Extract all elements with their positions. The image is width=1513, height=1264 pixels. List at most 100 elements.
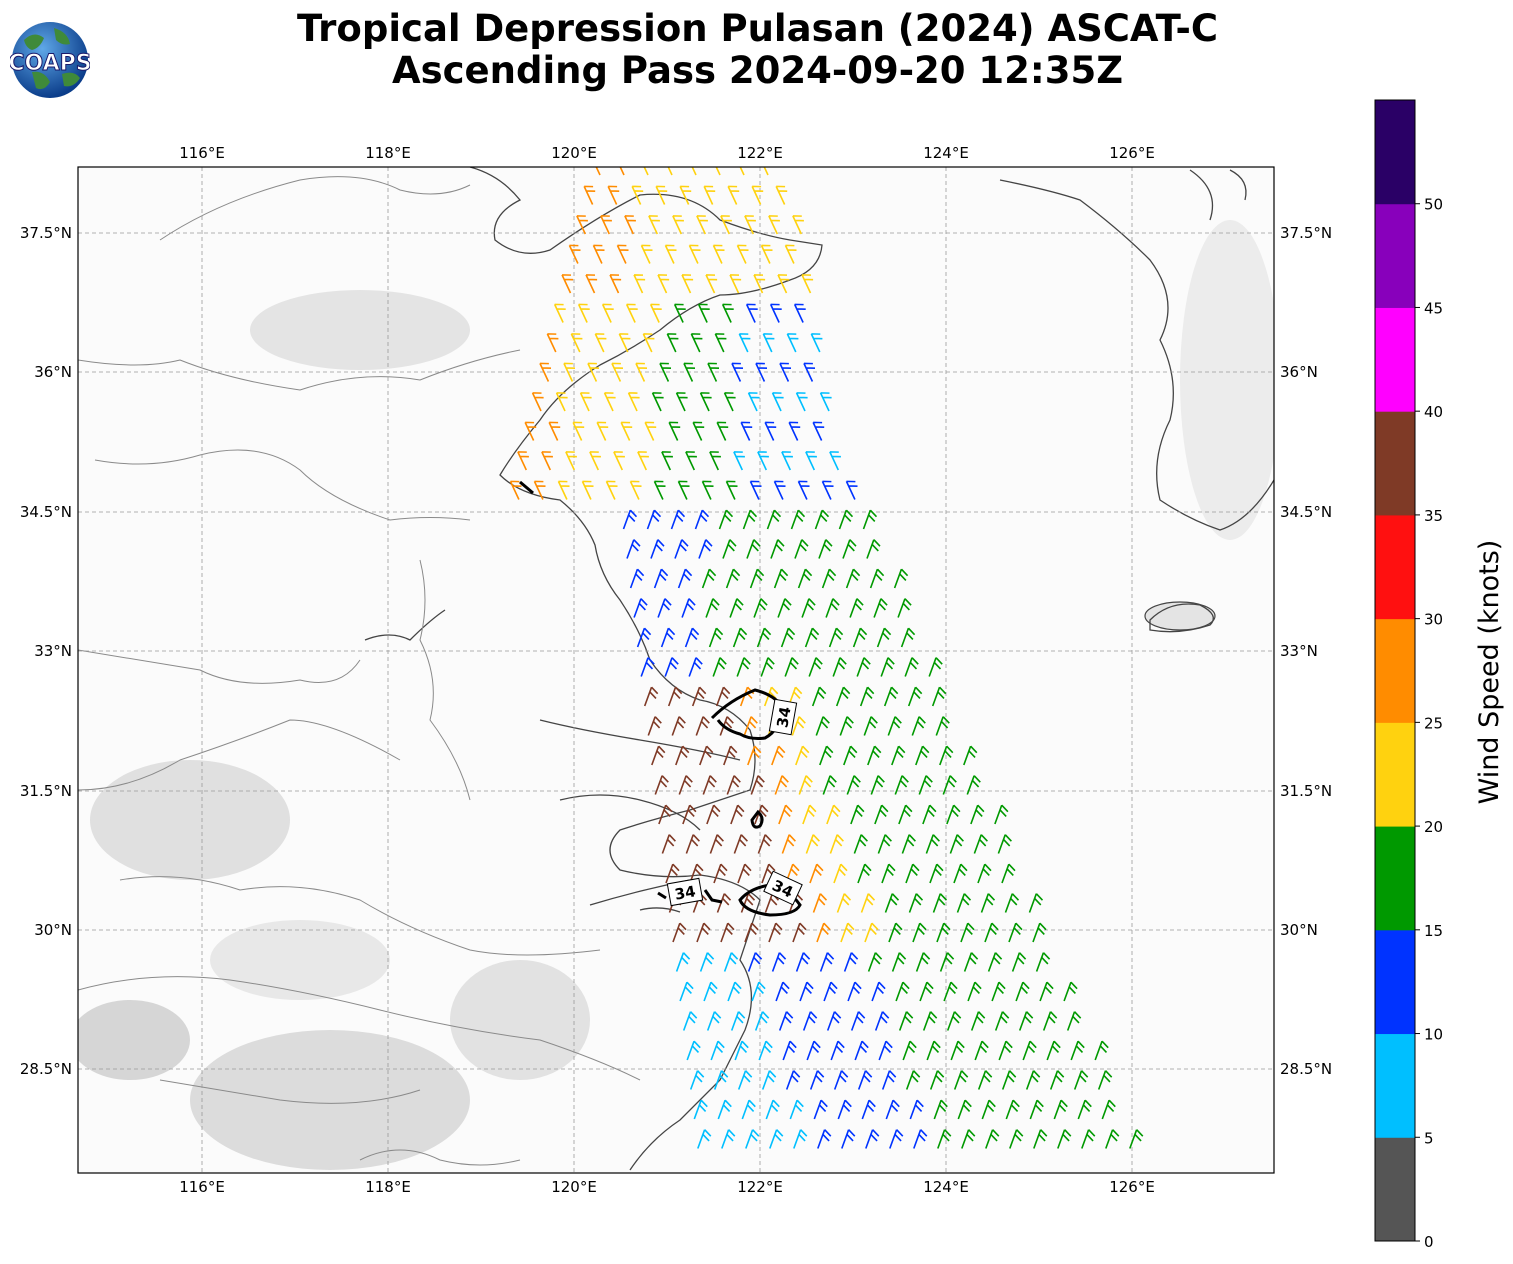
- wind-barb: [792, 922, 807, 943]
- wind-barb: [618, 333, 631, 353]
- colorbar: 0 5 10 15 20 25 30 35 40 45 50: [1374, 99, 1443, 1251]
- wind-barb: [727, 981, 742, 1002]
- wind-barb: [825, 598, 840, 618]
- wind-barb: [998, 1040, 1013, 1061]
- wind-barb: [742, 509, 758, 530]
- wind-barb: [991, 981, 1006, 1002]
- wind-barb: [942, 775, 957, 795]
- wind-barb: [539, 362, 552, 382]
- wind-barb: [678, 775, 693, 795]
- wind-barb: [819, 392, 832, 412]
- wind-barb: [775, 185, 788, 205]
- wind-barb: [1073, 1070, 1089, 1090]
- wind-barb: [856, 657, 871, 677]
- wind-barb: [660, 627, 676, 648]
- colorbar-tick-label: 5: [1424, 1129, 1434, 1147]
- svg-text:118°E: 118°E: [365, 144, 411, 162]
- wind-barb: [677, 480, 690, 500]
- svg-text:116°E: 116°E: [179, 1178, 225, 1196]
- svg-text:34.5°N: 34.5°N: [1280, 503, 1332, 521]
- wind-barb: [913, 1129, 928, 1149]
- svg-text:34.5°N: 34.5°N: [20, 503, 72, 521]
- wind-barb: [806, 1040, 821, 1061]
- wind-barb: [761, 1070, 777, 1090]
- wind-barb: [881, 863, 896, 884]
- wind-barb: [757, 834, 772, 854]
- svg-text:124°E: 124°E: [923, 144, 969, 162]
- wind-barb: [974, 1040, 989, 1061]
- wind-barb: [754, 1011, 770, 1031]
- wind-barb: [725, 568, 741, 589]
- colorbar-segment: [1375, 1033, 1415, 1138]
- wind-barb: [691, 686, 707, 707]
- wind-barb: [723, 745, 738, 766]
- wind-barb: [782, 1040, 797, 1061]
- wind-barb: [714, 333, 727, 353]
- wind-barb: [883, 686, 899, 707]
- wind-barb: [589, 451, 601, 471]
- wind-barb: [987, 952, 1003, 972]
- wind-barb: [1097, 1070, 1113, 1090]
- wind-barb: [651, 745, 666, 766]
- wind-barb: [766, 509, 782, 530]
- wind-barb: [749, 480, 762, 500]
- wind-barb: [1022, 1040, 1037, 1061]
- wind-barb: [655, 185, 668, 205]
- wind-barb: [1063, 981, 1078, 1002]
- wind-barb: [681, 274, 694, 294]
- colorbar-tick-label: 35: [1424, 507, 1443, 525]
- wind-barb: [721, 303, 734, 323]
- wind-barb: [907, 686, 923, 707]
- wind-barb: [842, 539, 857, 559]
- wind-barb: [734, 1040, 749, 1061]
- wind-barb: [585, 274, 598, 294]
- wind-barb: [775, 981, 790, 1002]
- wind-barb: [607, 185, 620, 205]
- wind-barb: [696, 215, 708, 235]
- wind-barb: [587, 362, 600, 382]
- svg-text:33°N: 33°N: [1280, 642, 1318, 660]
- colorbar-label: Wind Speed (knots): [1474, 540, 1505, 805]
- wind-barb: [720, 922, 735, 943]
- svg-text:28.5°N: 28.5°N: [20, 1060, 72, 1078]
- wind-barb: [828, 627, 844, 648]
- wind-barb: [843, 745, 858, 766]
- colorbar-segment: [1375, 514, 1415, 620]
- wind-barb: [925, 834, 940, 854]
- wind-barb: [1001, 1070, 1017, 1090]
- wind-barb: [1008, 922, 1023, 943]
- wind-barb: [717, 1099, 732, 1120]
- colorbar-tick-label: 15: [1424, 922, 1443, 940]
- wind-barb: [695, 716, 710, 736]
- wind-barb: [715, 686, 731, 707]
- wind-barb: [769, 1129, 784, 1149]
- wind-barb: [1009, 1129, 1024, 1149]
- wind-barb: [928, 657, 943, 677]
- svg-text:37.5°N: 37.5°N: [20, 224, 72, 242]
- wind-barb: [764, 421, 777, 441]
- wind-barb: [893, 568, 909, 589]
- colorbar-tick-label: 0: [1424, 1233, 1434, 1251]
- svg-text:36°N: 36°N: [34, 363, 72, 381]
- wind-barb: [826, 1011, 842, 1031]
- wind-barb: [720, 215, 732, 235]
- wind-barb: [524, 421, 537, 441]
- wind-barb: [758, 1040, 773, 1061]
- wind-barb: [1011, 952, 1027, 972]
- wind-barb: [1066, 1011, 1082, 1031]
- wind-barb: [1049, 1070, 1065, 1090]
- wind-barb: [692, 421, 705, 441]
- wind-barb: [795, 952, 811, 972]
- wind-barb: [718, 509, 734, 530]
- wind-barb: [706, 804, 721, 825]
- wind-barb: [1042, 1011, 1058, 1031]
- wind-barb: [832, 657, 847, 677]
- wind-barb: [572, 421, 585, 441]
- svg-text:126°E: 126°E: [1109, 1178, 1155, 1196]
- wind-barb: [877, 834, 892, 854]
- wind-barb: [861, 1099, 876, 1120]
- wind-barb: [758, 167, 771, 176]
- svg-text:28.5°N: 28.5°N: [1280, 1060, 1332, 1078]
- wind-barb: [638, 167, 651, 176]
- wind-barb: [970, 1011, 986, 1031]
